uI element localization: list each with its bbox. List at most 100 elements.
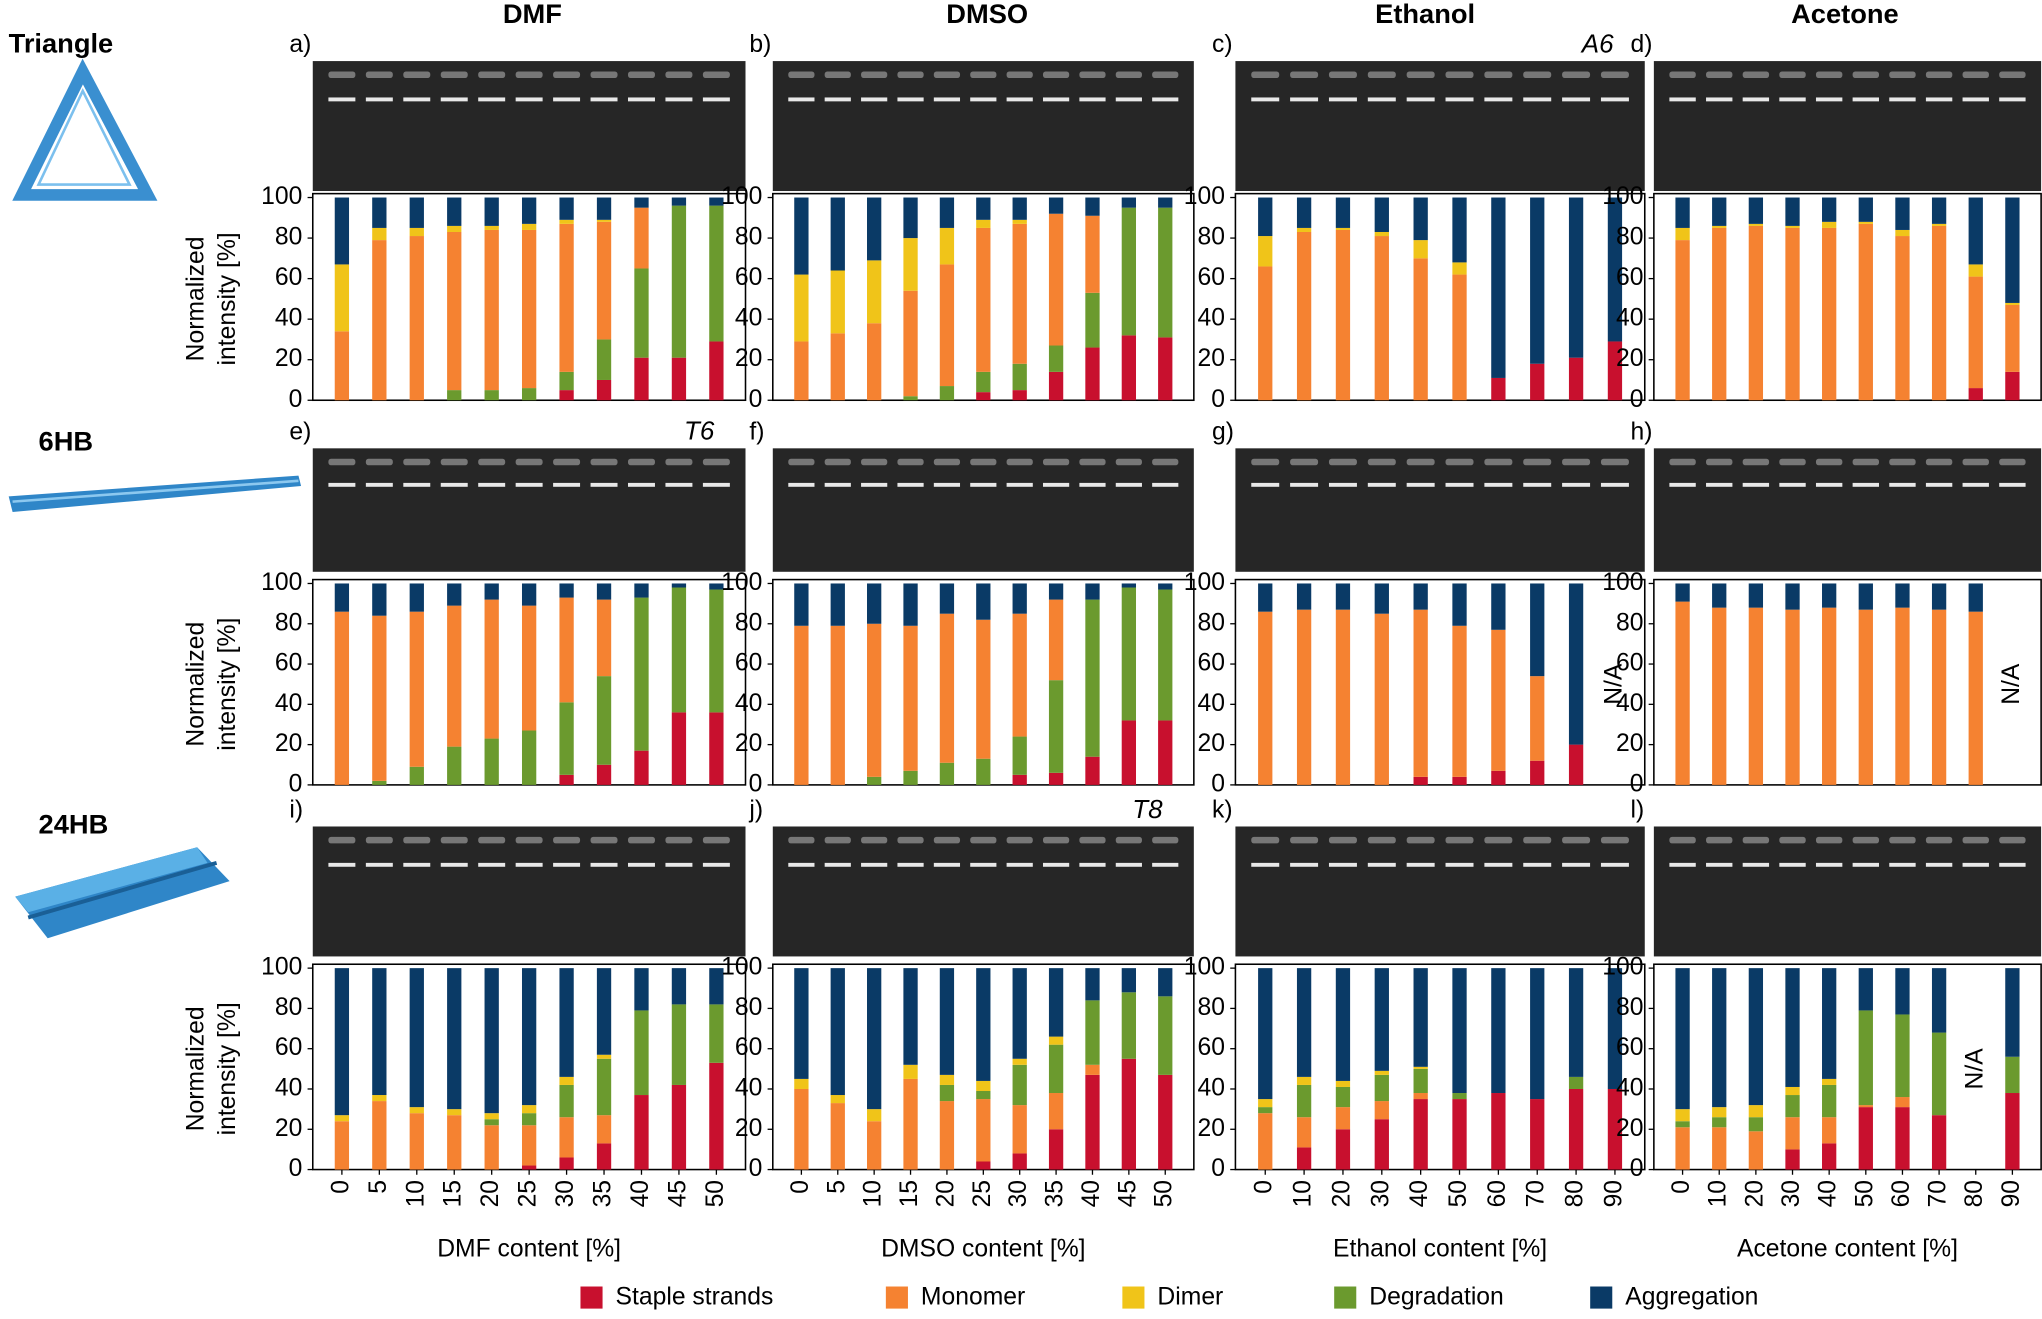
bar-segment: [1530, 197, 1545, 364]
bar-segment: [1748, 223, 1764, 226]
gel-well: [1251, 458, 1280, 466]
legend-swatch: [1590, 1286, 1613, 1309]
gel-well: [861, 458, 888, 466]
gel-band: [478, 482, 506, 487]
gel-well: [328, 836, 356, 844]
bar-segment: [1296, 1147, 1312, 1170]
bar-segment: [1012, 1105, 1027, 1154]
bar-segment: [1158, 996, 1173, 1075]
bar-segment: [1296, 227, 1312, 232]
gel-band: [328, 482, 356, 487]
bar-segment: [1258, 968, 1273, 1100]
bar-segment: [334, 264, 350, 332]
gel-band: [788, 97, 815, 102]
bar-segment: [596, 221, 612, 340]
gel-band: [440, 97, 468, 102]
gel-well: [553, 836, 581, 844]
gel-band: [1290, 862, 1319, 867]
gel-band: [1523, 482, 1552, 487]
bar-segment: [1121, 583, 1137, 588]
gel-band: [1600, 482, 1629, 487]
gel-band: [1115, 97, 1142, 102]
gel-band: [933, 482, 961, 487]
gel-band: [1889, 97, 1916, 102]
bar-segment: [372, 1095, 387, 1102]
bar-segment: [409, 968, 424, 1108]
gel-well: [1152, 458, 1179, 466]
gel-well: [1742, 458, 1770, 466]
gel-well: [824, 71, 851, 78]
bar-segment: [903, 1064, 918, 1079]
gel-band: [1042, 482, 1070, 487]
gel-well: [1706, 458, 1733, 466]
bar-segment: [1158, 583, 1173, 590]
bar-segment: [1452, 197, 1467, 263]
bar-segment: [1121, 992, 1137, 1059]
gel-band: [1152, 482, 1179, 487]
gel-well: [1523, 458, 1552, 466]
gel-well: [1367, 836, 1396, 844]
x-tick-label: 45: [1114, 1180, 1141, 1207]
y-tick-label: 20: [1616, 1115, 1643, 1142]
bar-segment: [830, 583, 845, 626]
bar-segment: [1568, 357, 1584, 401]
bar-segment: [1675, 197, 1690, 228]
bar-segment: [976, 1091, 991, 1100]
gel-well: [788, 71, 815, 78]
gel-band: [1815, 482, 1843, 487]
panel-label: b): [749, 31, 771, 58]
x-tick-label: 30: [552, 1180, 579, 1207]
bar-segment: [1712, 1107, 1727, 1118]
column-title: Acetone: [1791, 0, 1899, 29]
bar-segment: [830, 625, 845, 785]
bar-segment: [939, 227, 955, 265]
y-tick-label: 0: [749, 770, 763, 797]
gel-well: [933, 836, 961, 844]
bar-segment: [484, 229, 499, 391]
gel-image: [1235, 826, 1645, 957]
bar-segment: [1931, 1032, 1947, 1116]
gel-band: [1042, 862, 1070, 867]
y-tick-label: 0: [1211, 386, 1225, 413]
gel-well: [365, 458, 393, 466]
bar-segment: [521, 1105, 537, 1114]
x-tick-label: 5: [823, 1180, 850, 1194]
bar-segment: [867, 1109, 882, 1122]
gel-band: [1290, 482, 1319, 487]
gel-well: [788, 458, 815, 466]
bar-segment: [634, 207, 649, 269]
y-tick-label: 0: [749, 386, 763, 413]
bar-segment: [1296, 1084, 1312, 1118]
bar-segment: [1748, 968, 1764, 1106]
gel-band: [1152, 97, 1179, 102]
gel-band: [788, 862, 815, 867]
bar-segment: [1085, 215, 1100, 293]
gel-band: [1925, 97, 1953, 102]
bar-segment: [1530, 760, 1545, 785]
bar-segment: [334, 583, 350, 612]
bar-segment: [447, 231, 462, 391]
gel-band: [1367, 97, 1396, 102]
bar-segment: [1785, 968, 1800, 1087]
bar-segment: [634, 968, 649, 1011]
bar-segment: [1374, 968, 1389, 1071]
bar-segment: [1158, 207, 1173, 338]
bar-segment: [1968, 583, 1983, 612]
gel-band: [478, 862, 506, 867]
bar-segment: [903, 968, 918, 1065]
bar-segment: [409, 766, 424, 785]
y-tick-label: 80: [275, 224, 302, 251]
x-axis-label: Acetone content [%]: [1737, 1236, 1958, 1263]
bar-segment: [559, 223, 574, 372]
bar-segment: [2005, 371, 2020, 401]
gel-band: [970, 97, 997, 102]
bar-segment: [447, 1109, 462, 1116]
y-tick-label: 60: [1198, 264, 1225, 291]
bar-segment: [976, 371, 991, 393]
bar-segment: [409, 227, 424, 237]
gel-band: [1925, 482, 1953, 487]
gel-band: [1889, 482, 1916, 487]
gel-band: [1367, 862, 1396, 867]
panel-label: i): [289, 796, 303, 823]
